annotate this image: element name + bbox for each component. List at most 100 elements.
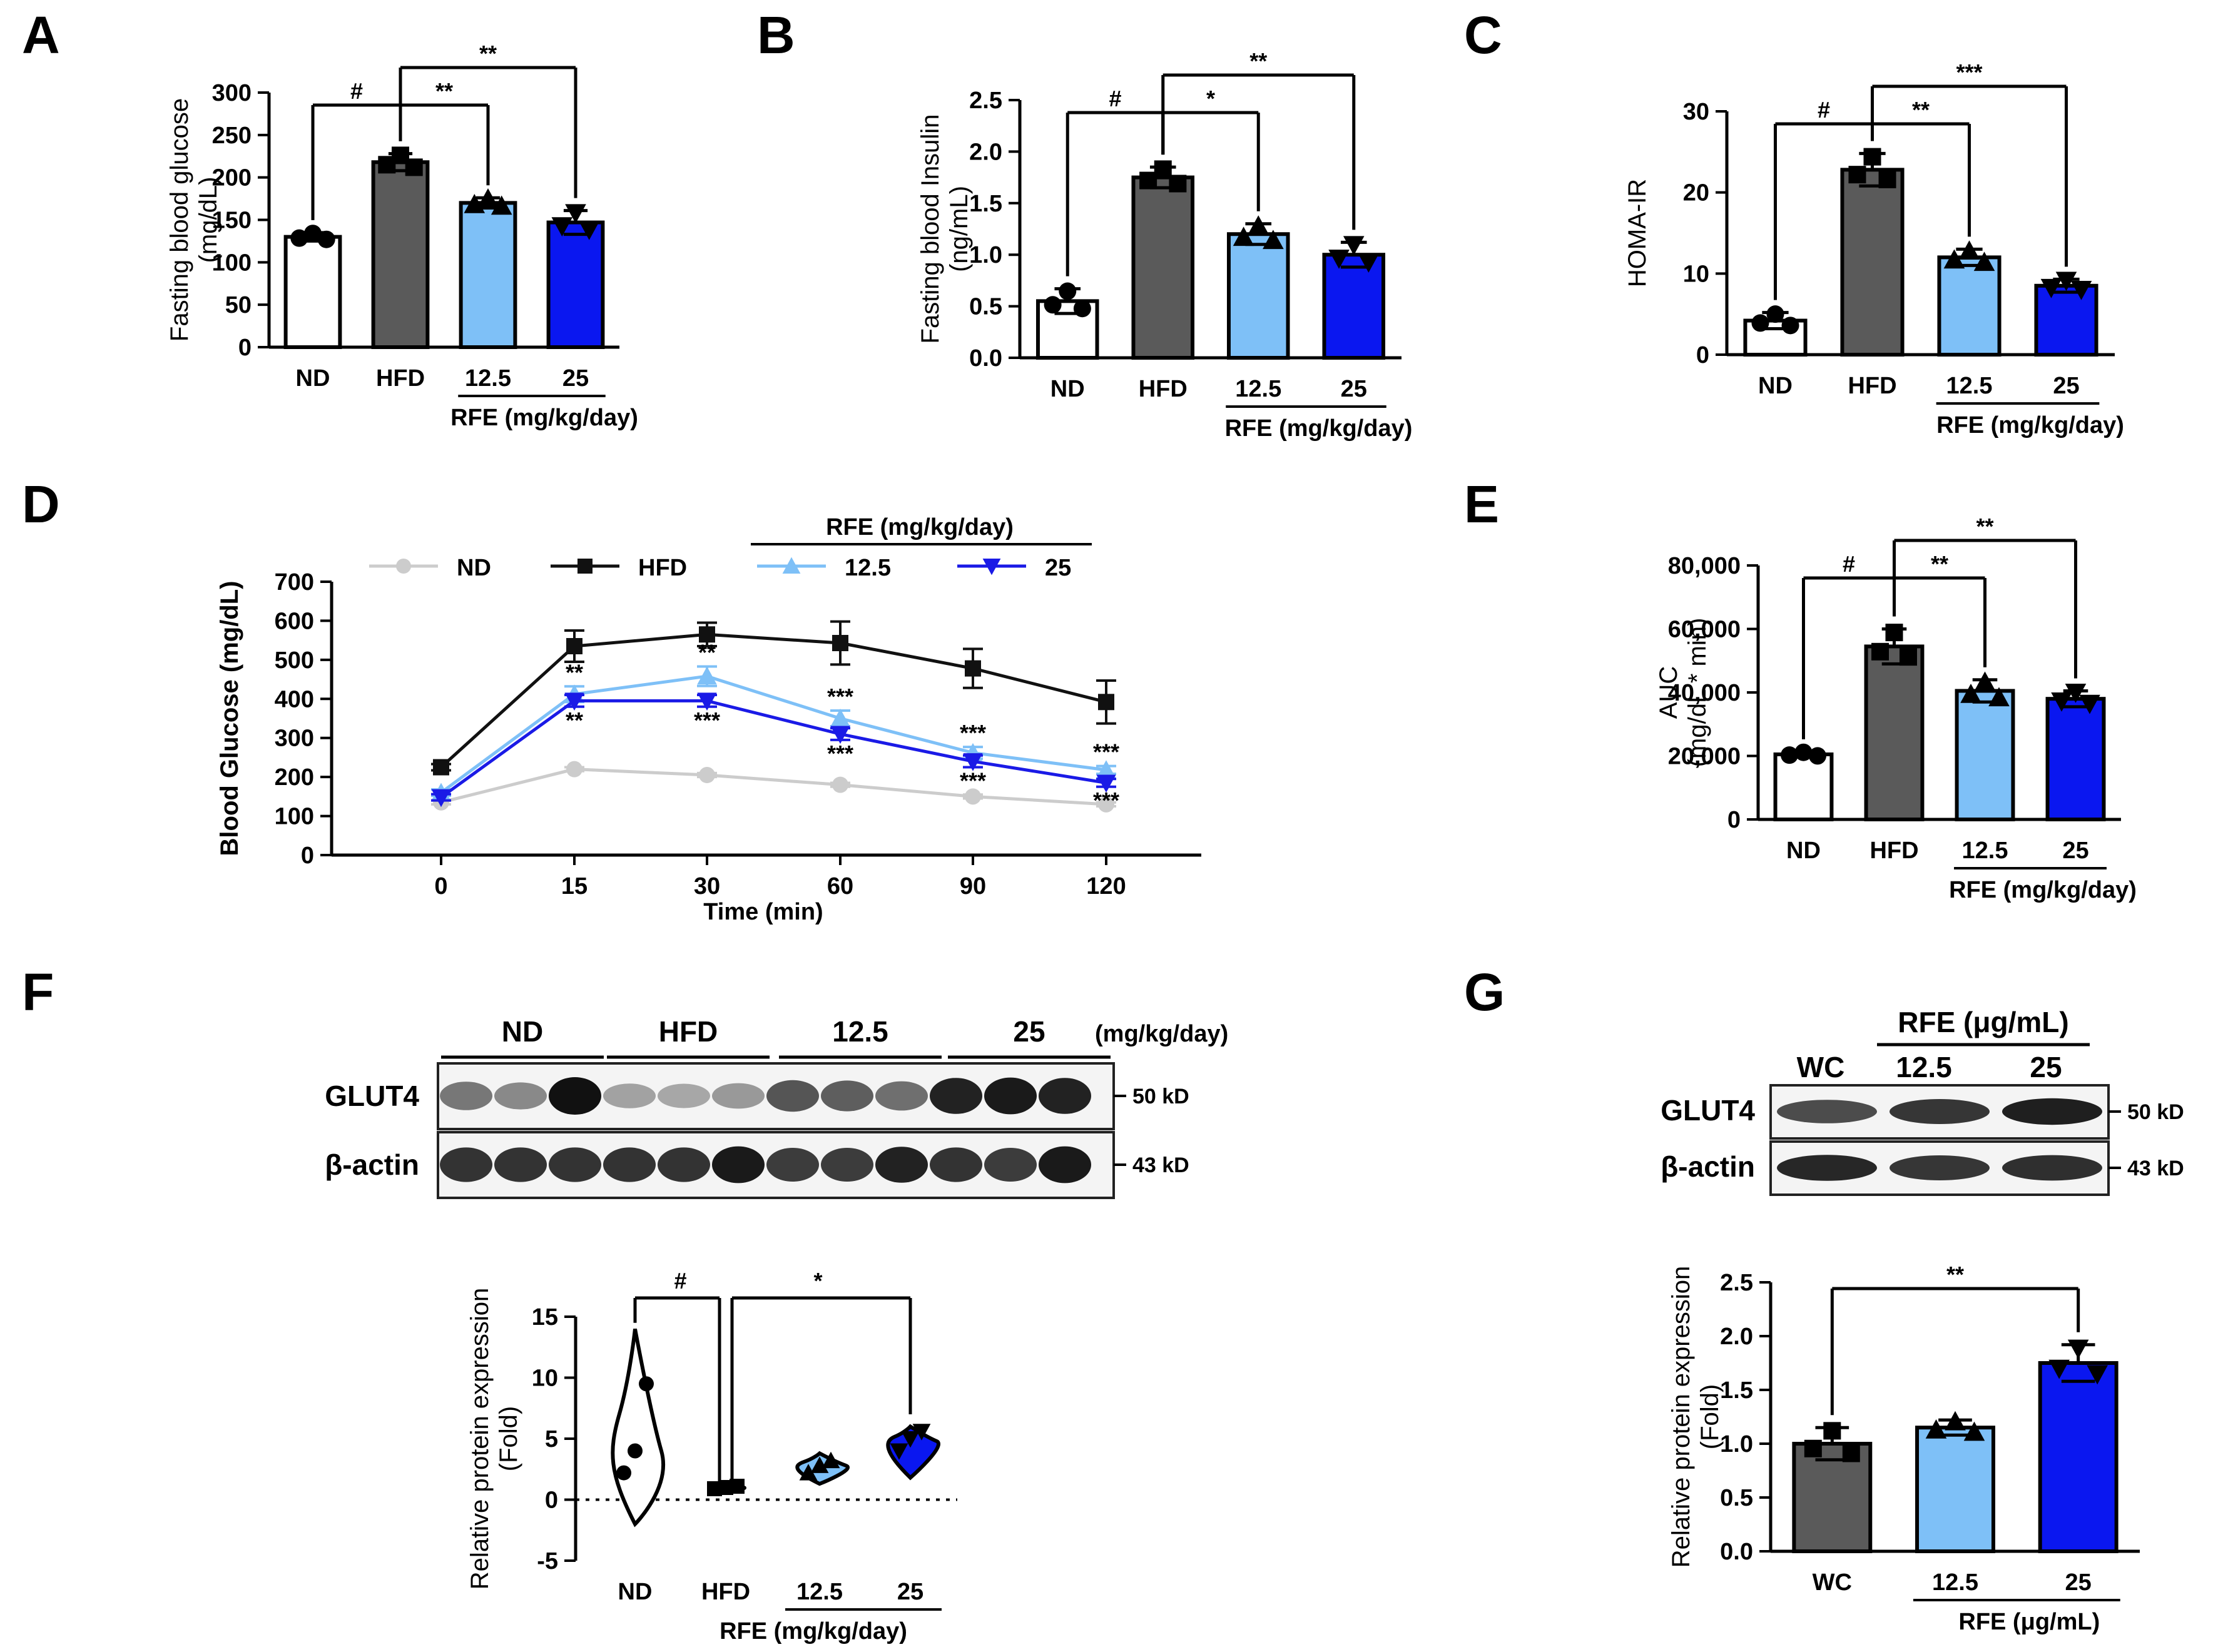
y-tick-label: 300 bbox=[212, 80, 252, 106]
y-tick-label: 60,000 bbox=[1668, 617, 1741, 643]
y-tick-label: 150 bbox=[212, 208, 252, 234]
data-point bbox=[1766, 305, 1784, 323]
y-tick-label: 600 bbox=[275, 608, 314, 634]
sig-label: *** bbox=[827, 741, 853, 766]
y-axis-label: Relative protein expression(Fold) bbox=[466, 1288, 522, 1589]
y-tick-label: 50 bbox=[225, 292, 252, 318]
y-axis-label-line: Fasting blood Insulin bbox=[917, 114, 944, 344]
x-category-label: HFD bbox=[1848, 373, 1896, 399]
sig-label: ** bbox=[1946, 1262, 1964, 1287]
sig-label: ** bbox=[435, 78, 453, 104]
bar-25 bbox=[2038, 1361, 2119, 1553]
legend-marker bbox=[396, 559, 411, 574]
y-axis-label-line: Relative protein expression bbox=[1667, 1266, 1695, 1568]
y-tick-label: 20,000 bbox=[1668, 744, 1741, 770]
y-tick-label: 0 bbox=[238, 335, 252, 361]
series-line-ND bbox=[440, 768, 1107, 806]
data-point-25 bbox=[564, 692, 584, 711]
x-category-label: 12.5 bbox=[1932, 1569, 1978, 1596]
data-point-ND bbox=[566, 761, 582, 778]
group-label: RFE (mg/kg/day) bbox=[1949, 877, 2137, 903]
sig-label: *** bbox=[827, 684, 853, 709]
y-tick-label: 0 bbox=[301, 843, 314, 869]
data-point bbox=[1343, 236, 1365, 256]
data-point bbox=[1794, 743, 1813, 761]
sig-label: *** bbox=[960, 720, 986, 746]
data-point bbox=[565, 204, 586, 224]
data-point bbox=[1823, 1422, 1841, 1440]
data-point-25 bbox=[1096, 774, 1116, 793]
data-point bbox=[2048, 1359, 2070, 1379]
data-point-HFD bbox=[433, 759, 449, 776]
data-point bbox=[464, 194, 486, 213]
x-category-label: 25 bbox=[2065, 1569, 2092, 1596]
data-point bbox=[616, 1465, 631, 1481]
violin-ND bbox=[611, 1328, 665, 1528]
blot-band bbox=[1777, 1155, 1877, 1181]
data-point-ND bbox=[832, 776, 848, 793]
x-category-label: HFD bbox=[701, 1579, 750, 1605]
blot-band bbox=[603, 1083, 656, 1108]
x-category-label: 25 bbox=[897, 1579, 923, 1605]
y-tick-label: 80,000 bbox=[1668, 553, 1741, 579]
y-tick-label: 20 bbox=[1683, 180, 1709, 206]
y-tick-label: 15 bbox=[532, 1304, 558, 1330]
data-point bbox=[890, 1443, 908, 1460]
group-label: RFE (mg/kg/day) bbox=[720, 1618, 907, 1644]
bar-12.5 bbox=[1915, 1426, 1995, 1553]
chart-F: -5 0 5 10 15 ND HFD 12.5 25 RFE (mg/kg/day) Relati… bbox=[466, 1268, 957, 1644]
data-point bbox=[1781, 317, 1799, 335]
data-point bbox=[491, 195, 512, 215]
y-axis-label: Fasting blood Insulin(ng/mL) bbox=[917, 114, 973, 344]
data-point bbox=[2079, 694, 2100, 714]
panel-letter-F: F bbox=[22, 963, 54, 1021]
x-category-label: 12.5 bbox=[1946, 373, 1993, 399]
legend-group-label: RFE (mg/kg/day) bbox=[826, 514, 1014, 540]
sig-label: # bbox=[1818, 97, 1830, 123]
sig-label: *** bbox=[1093, 739, 1119, 765]
data-point-HFD bbox=[965, 660, 981, 677]
x-tick-label: 0 bbox=[434, 873, 447, 899]
y-tick-label: 1.5 bbox=[969, 191, 1002, 217]
x-tick-label: 60 bbox=[827, 873, 853, 899]
data-point bbox=[1863, 148, 1881, 166]
x-category-label: 25 bbox=[562, 365, 589, 392]
data-point bbox=[799, 1464, 818, 1481]
chart-B: 0.0 0.5 1.0 1.5 2.0 2.5 ND HFD 12.5 25 RFE (mg/kg/… bbox=[917, 48, 1412, 442]
blot-band bbox=[1890, 1155, 1990, 1180]
bar-HFD bbox=[1864, 644, 1925, 821]
y-axis-label-line: Fasting blood glucose bbox=[166, 98, 193, 342]
blot-G: RFE (μg/mL) WC 12.5 25 GLUT4 50 kD β-actin 43 k… bbox=[1661, 1006, 2184, 1196]
x-category-label: ND bbox=[1050, 376, 1085, 402]
legend-label: HFD bbox=[638, 555, 687, 581]
panel-letter-C: C bbox=[1464, 6, 1502, 64]
y-axis-label-line: (Fold) bbox=[1696, 1384, 1724, 1449]
data-point bbox=[810, 1456, 829, 1473]
data-point bbox=[317, 230, 335, 248]
panel-letter-E: E bbox=[1464, 475, 1499, 534]
data-point bbox=[2040, 278, 2062, 298]
y-axis-label-line: (ng/mL) bbox=[945, 186, 973, 272]
y-axis-label: Relative protein expression(Fold) bbox=[1667, 1266, 1724, 1568]
series-line-HFD bbox=[440, 632, 1107, 769]
data-point-ND bbox=[1098, 796, 1114, 813]
blot-band bbox=[766, 1080, 819, 1112]
data-point bbox=[1808, 747, 1826, 765]
blot-band bbox=[2002, 1098, 2102, 1125]
data-point-12.5 bbox=[1096, 760, 1116, 778]
chart-C: 0 10 20 30 ND HFD 12.5 25 RFE (mg/kg/day) HOMA-IR… bbox=[1624, 59, 2124, 438]
violin-25 bbox=[886, 1424, 940, 1481]
blot-band bbox=[984, 1077, 1037, 1115]
blot-kd-label: 43 kD bbox=[2127, 1157, 2184, 1180]
legend-marker bbox=[577, 559, 593, 574]
blot-group-label: 25 bbox=[2030, 1051, 2062, 1083]
blot-band bbox=[930, 1147, 982, 1182]
bar-12.5 bbox=[459, 201, 517, 349]
data-point bbox=[2055, 271, 2077, 291]
y-tick-label: 2.5 bbox=[1720, 1270, 1753, 1296]
blot-band bbox=[658, 1147, 710, 1182]
group-label: RFE (mg/kg/day) bbox=[1225, 415, 1413, 442]
sig-label: # bbox=[674, 1268, 686, 1294]
data-point bbox=[1871, 642, 1890, 661]
y-tick-label: 100 bbox=[275, 804, 314, 830]
